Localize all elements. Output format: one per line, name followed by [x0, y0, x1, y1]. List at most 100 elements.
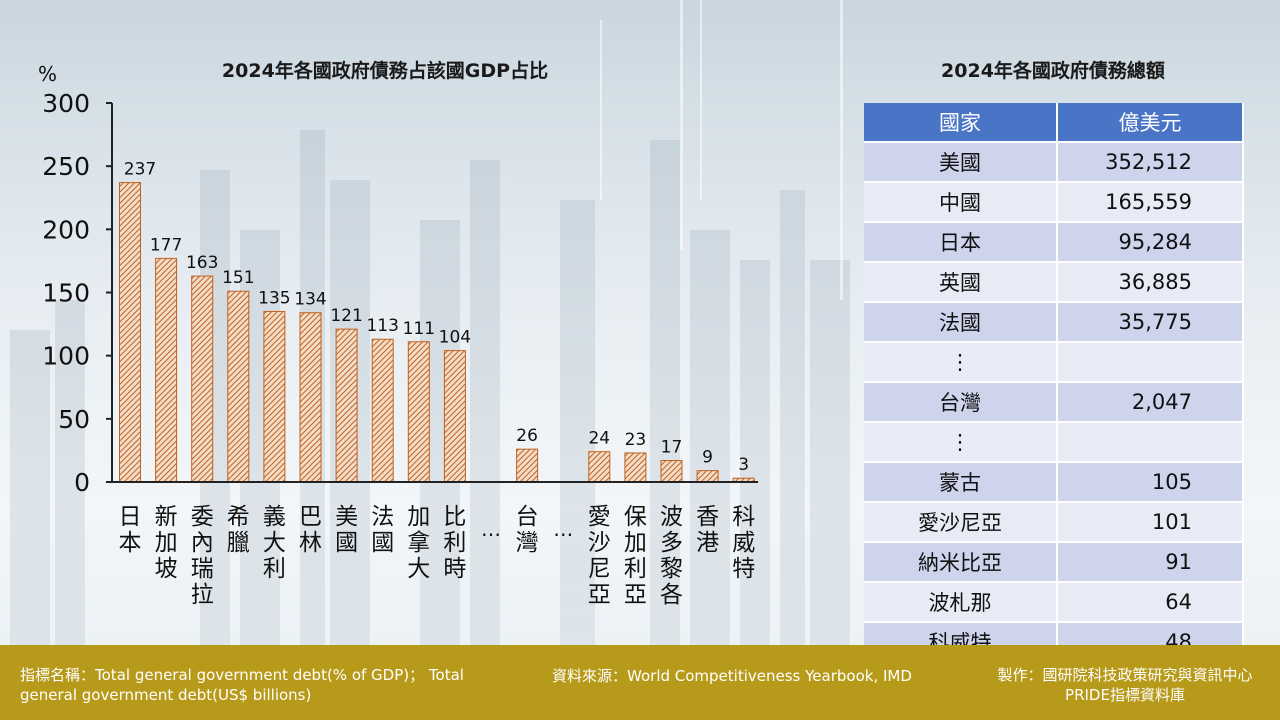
data-label: 23	[625, 430, 647, 450]
x-tick-label: 愛沙尼亞	[588, 504, 611, 608]
x-tick-label: 加拿大	[407, 504, 430, 582]
cell-country: 中國	[864, 182, 1058, 223]
maker-line1: 國研院科技政策研究與資訊中心	[1042, 666, 1253, 684]
cell-amount	[1057, 342, 1244, 383]
table-row: ⋮	[864, 342, 1244, 383]
y-tick-label: 50	[58, 405, 90, 434]
cell-amount: 36,885	[1057, 262, 1244, 303]
cell-country: 波札那	[864, 582, 1058, 623]
data-label: 104	[439, 328, 471, 348]
data-label: 237	[124, 160, 156, 180]
footer-indicator: 指標名稱：Total general government debt(% of …	[20, 665, 490, 705]
cell-country: ⋮	[864, 422, 1058, 463]
y-tick-label: 0	[74, 468, 90, 497]
cell-country: 法國	[864, 302, 1058, 343]
table-row: 中國 165,559	[864, 182, 1244, 223]
maker-line2: PRIDE指標資料庫	[1065, 686, 1185, 704]
data-label: 9	[702, 448, 713, 468]
header-amount: 億美元	[1057, 103, 1244, 143]
source-label: 資料來源：	[552, 667, 628, 685]
data-label: 163	[186, 253, 218, 273]
cell-country: 英國	[864, 262, 1058, 303]
table-row: 台灣 2,047	[864, 382, 1244, 423]
cell-amount: 105	[1057, 462, 1244, 503]
x-tick-label: 義大利	[263, 504, 286, 582]
bar	[191, 275, 214, 483]
y-tick-label: 200	[42, 215, 90, 244]
source-text: World Competitiveness Yearbook, IMD	[627, 667, 912, 685]
cell-amount: 95,284	[1057, 222, 1244, 263]
bar	[588, 451, 611, 483]
data-label: 151	[222, 268, 254, 288]
x-tick-label: 希臘	[227, 504, 250, 556]
bar	[119, 182, 141, 483]
table-title: 2024年各國政府債務總額	[941, 60, 1165, 82]
x-tick-label: …	[481, 517, 501, 541]
bar	[371, 338, 394, 483]
y-tick-label: 300	[42, 89, 90, 118]
data-label: 135	[258, 288, 290, 308]
bar	[407, 341, 430, 483]
x-tick-label: 台灣	[516, 504, 539, 556]
cell-country: 台灣	[864, 382, 1058, 423]
data-label: 24	[588, 429, 610, 449]
y-tick-label: 250	[42, 152, 90, 181]
bar	[335, 328, 358, 483]
data-label: 121	[330, 306, 362, 326]
cell-amount: 352,512	[1057, 142, 1244, 183]
cell-amount: 35,775	[1057, 302, 1244, 343]
x-tick-label: 比利時	[443, 504, 466, 582]
table-header-row: 國家 億美元	[864, 103, 1244, 143]
table-row: 英國 36,885	[864, 262, 1244, 303]
table-row: 愛沙尼亞 101	[864, 502, 1244, 543]
bar	[155, 257, 178, 483]
data-label: 113	[366, 316, 398, 336]
y-axis-unit: %	[38, 62, 58, 86]
x-tick-label: 香港	[696, 504, 719, 556]
x-tick-label: 巴林	[299, 504, 322, 556]
bar	[660, 460, 683, 483]
debt-table: 國家 億美元 美國 352,512 中國 165,559 日本 95,284 英國 36,88…	[864, 103, 1244, 663]
cell-country: 愛沙尼亞	[864, 502, 1058, 543]
bar	[299, 312, 322, 483]
indicator-text: Total general government debt(% of GDP)；…	[20, 666, 464, 704]
x-tick-label: 新加坡	[155, 504, 178, 582]
cell-amount: 101	[1057, 502, 1244, 543]
x-tick-label: 波多黎各	[660, 504, 683, 608]
table-row: 蒙古 105	[864, 462, 1244, 503]
data-label: 134	[294, 290, 326, 310]
bar	[624, 452, 647, 483]
cell-country: 蒙古	[864, 462, 1058, 503]
x-tick-label: 委內瑞拉	[191, 504, 214, 608]
bar	[696, 470, 719, 483]
table-row: 日本 95,284	[864, 222, 1244, 263]
cell-amount: 165,559	[1057, 182, 1244, 223]
chart-title: 2024年各國政府債務占該國GDP占比	[221, 60, 549, 82]
data-label: 26	[516, 426, 538, 446]
maker-label: 製作：	[997, 666, 1043, 684]
bar	[516, 448, 539, 483]
header-country: 國家	[864, 103, 1058, 143]
data-label: 111	[403, 319, 435, 339]
x-tick-label: 美國	[335, 504, 358, 556]
y-tick-label: 100	[42, 342, 90, 371]
x-tick-label: …	[553, 517, 573, 541]
x-tick-label: 科威特	[732, 504, 755, 582]
table-row: 法國 35,775	[864, 302, 1244, 343]
table-row: 波札那 64	[864, 582, 1244, 623]
data-label: 17	[661, 438, 683, 458]
bar	[263, 310, 286, 483]
cell-amount: 2,047	[1057, 382, 1244, 423]
bar	[443, 350, 466, 483]
cell-amount	[1057, 422, 1244, 463]
table-row: 美國 352,512	[864, 142, 1244, 183]
y-tick-label: 150	[42, 279, 90, 308]
data-label: 3	[738, 455, 749, 475]
data-label: 177	[150, 235, 182, 255]
footer-maker: 製作：國研院科技政策研究與資訊中心 PRIDE指標資料庫	[985, 665, 1265, 705]
cell-amount: 91	[1057, 542, 1244, 583]
x-tick-label: 保加利亞	[624, 504, 647, 608]
x-tick-label: 法國	[371, 504, 394, 556]
bar	[227, 290, 250, 483]
x-tick-label: 日本	[119, 504, 142, 556]
